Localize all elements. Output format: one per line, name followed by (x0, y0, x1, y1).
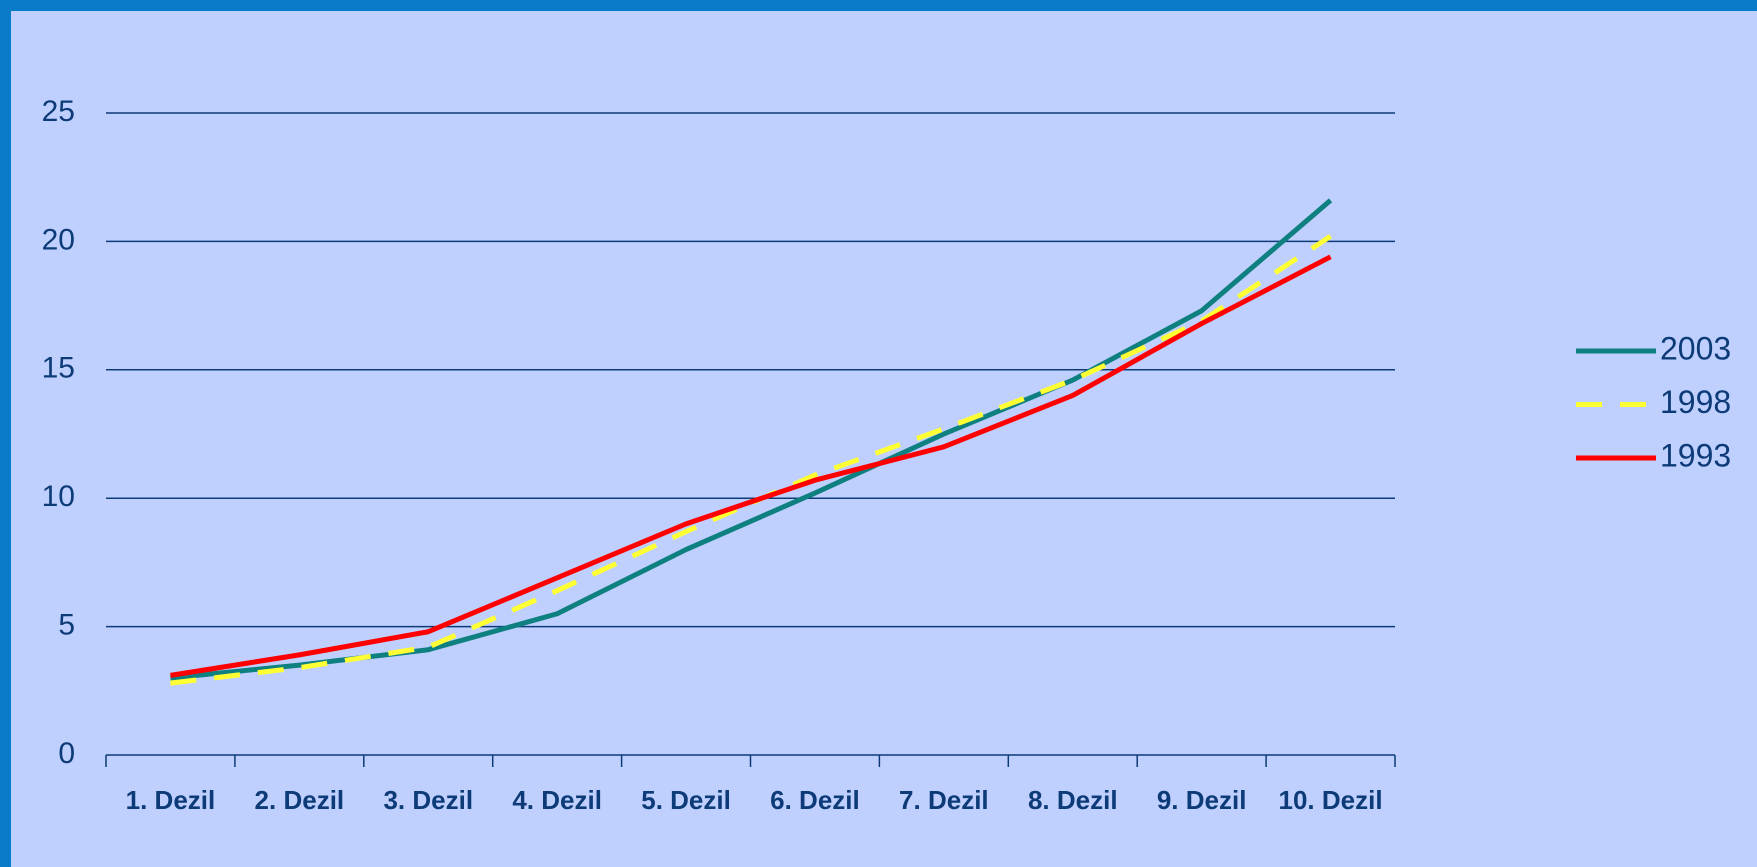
x-tick-label: 8. Dezil (1028, 785, 1118, 815)
x-tick-label: 1. Dezil (126, 785, 216, 815)
y-tick-label: 20 (42, 223, 75, 256)
x-tick-label: 10. Dezil (1279, 785, 1383, 815)
legend-label: 1993 (1660, 437, 1731, 473)
legend-label: 2003 (1660, 330, 1731, 366)
legend-label: 1998 (1660, 384, 1731, 420)
y-tick-label: 25 (42, 95, 75, 128)
x-tick-label: 9. Dezil (1157, 785, 1247, 815)
y-tick-label: 0 (58, 737, 75, 770)
x-tick-label: 3. Dezil (383, 785, 473, 815)
series-line (170, 254, 1332, 678)
plot-background (11, 11, 1757, 867)
y-tick-label: 10 (42, 480, 75, 513)
x-tick-label: 7. Dezil (899, 785, 989, 815)
x-tick-label: 4. Dezil (512, 785, 602, 815)
y-tick-label: 15 (42, 352, 75, 385)
x-tick-label: 2. Dezil (255, 785, 345, 815)
series-line (170, 234, 1332, 686)
y-tick-label: 5 (58, 609, 75, 642)
x-tick-label: 6. Dezil (770, 785, 860, 815)
x-tick-label: 5. Dezil (641, 785, 731, 815)
